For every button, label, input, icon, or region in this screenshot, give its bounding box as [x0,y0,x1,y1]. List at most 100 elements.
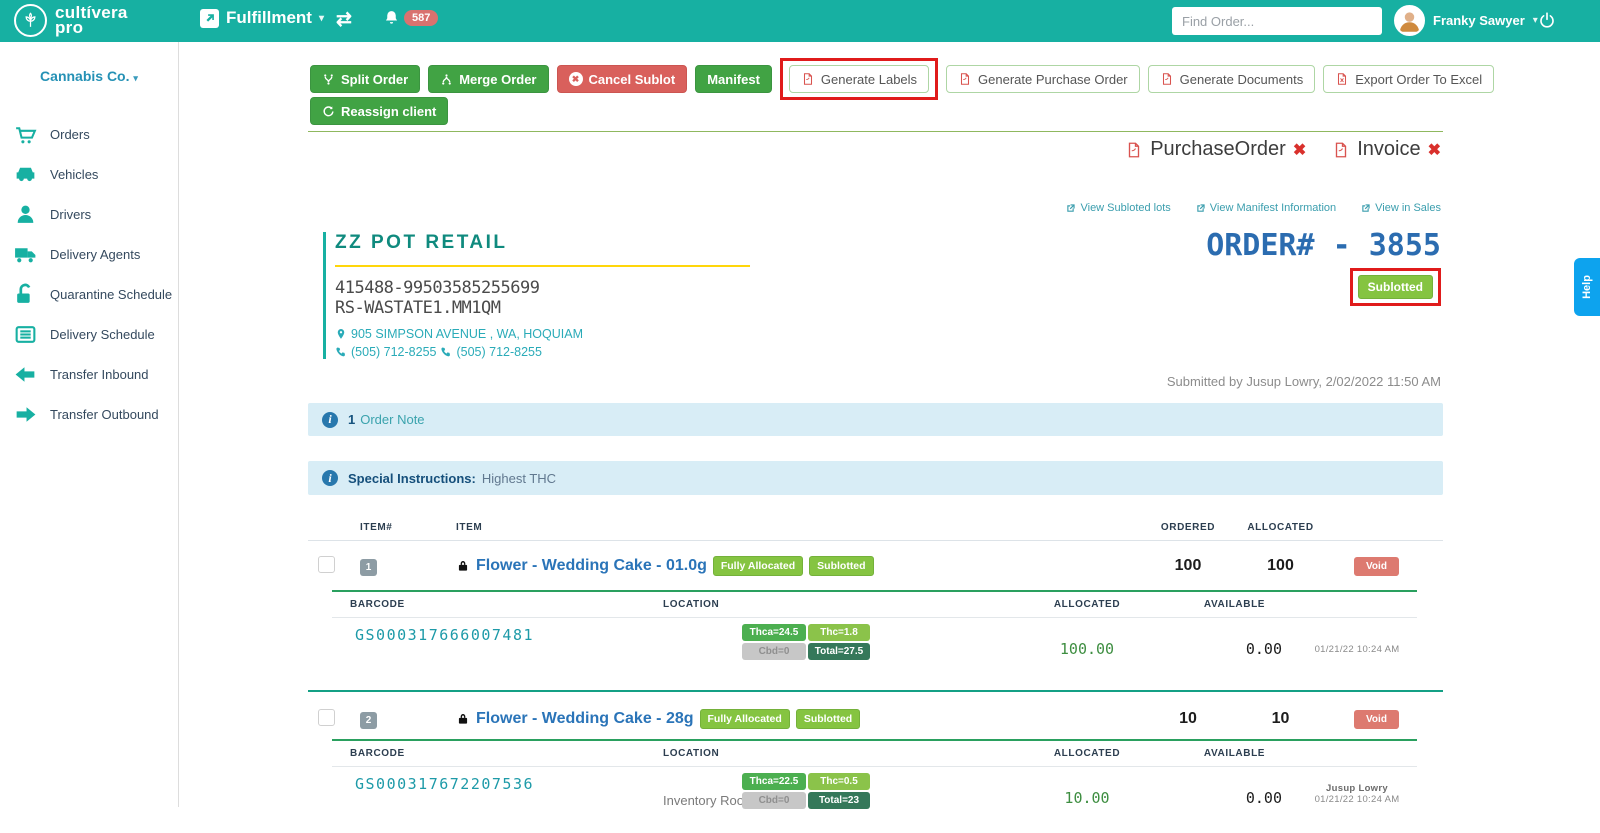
merge-order-button[interactable]: Merge Order [428,65,549,93]
reassign-client-button[interactable]: Reassign client [310,97,449,125]
split-order-button[interactable]: Split Order [310,65,421,93]
sidebar-item-transfer-outbound[interactable]: Transfer Outbound [0,394,178,434]
phone-icon [441,347,451,357]
remove-purchase-order-icon[interactable]: ✖ [1292,141,1307,159]
lot-barcode[interactable]: GS000317672207536 [342,775,547,794]
sublotted-badge: Sublotted [809,556,874,576]
reassign-client-label: Reassign client [341,103,437,119]
fully-allocated-badge: Fully Allocated [699,709,790,729]
external-link-icon [1067,203,1076,212]
company-name: Cannabis Co. [40,68,130,84]
purchase-order-document[interactable]: PurchaseOrder ✖ [1125,138,1306,161]
client-address[interactable]: 905 SIMPSON AVENUE , WA, HOQUIAM [351,327,583,342]
fully-allocated-badge: Fully Allocated [712,556,804,576]
invoice-document[interactable]: Invoice ✖ [1332,138,1441,161]
item-row-1: 1 Flower - Wedding Cake - 01.0g Fully Al… [308,547,1443,591]
view-manifest-information-label: View Manifest Information [1209,202,1337,214]
generated-documents: PurchaseOrder ✖ Invoice ✖ [1125,138,1441,161]
item-name-link[interactable]: Flower - Wedding Cake - 01.0g [476,557,707,574]
top-bar: cultívera pro Fulfillment ▾ ⇄ 587 Franky… [0,0,1600,42]
sidebar-item-orders[interactable]: Orders [0,114,178,154]
sub-col-available: AVAILABLE [1203,748,1266,759]
lot-available: 0.00 [1245,789,1282,807]
special-instructions-value: Highest THC [481,470,557,486]
manifest-button[interactable]: Manifest [695,65,772,93]
order-note-label[interactable]: Order Note [360,412,425,427]
lock-icon [456,559,470,573]
lot-user: Jusup Lowry [1326,783,1388,794]
lot-allocated: 10.00 [1064,789,1110,807]
find-order-input[interactable] [1172,7,1382,35]
export-order-to-excel-button[interactable]: Export Order To Excel [1323,65,1495,93]
power-icon[interactable] [1538,11,1556,34]
info-icon: i [322,470,338,486]
client-phone-1[interactable]: (505) 712-8255 [351,345,437,360]
avatar [1394,5,1425,36]
thc-badge: Thc=0.5 [808,773,870,790]
sidebar-item-vehicles[interactable]: Vehicles [0,154,178,194]
generate-labels-button[interactable]: Generate Labels [788,65,930,93]
sidebar-item-label: Delivery Agents [50,246,141,262]
toolbar-divider [308,131,1443,132]
sidebar-item-delivery-agents[interactable]: Delivery Agents [0,234,178,274]
company-selector[interactable]: Cannabis Co. ▾ [0,68,178,84]
sublotted-badge: Sublotted [795,709,861,729]
brand-text: cultívera pro [55,4,128,37]
client-info: ZZ POT RETAIL 415488-99503585255699 RS-W… [323,232,750,360]
view-subloted-lots-link[interactable]: View Subloted lots [1065,202,1171,214]
external-link-icon [1197,203,1205,212]
client-phone-2[interactable]: (505) 712-8255 [456,345,542,360]
void-button[interactable]: Void [1354,557,1399,576]
sub-col-barcode: BARCODE [350,748,405,759]
item-checkbox[interactable] [318,556,335,573]
help-tab[interactable]: Help [1574,258,1600,316]
swap-icon[interactable]: ⇄ [336,9,352,30]
remove-invoice-icon[interactable]: ✖ [1427,141,1441,159]
generate-purchase-order-label: Generate Purchase Order [978,71,1128,87]
notification-count-badge: 587 [404,9,439,26]
merge-order-label: Merge Order [459,71,537,87]
cancel-icon: ✖ [568,72,583,86]
thca-badge: Thca=22.5 [742,773,806,790]
view-manifest-information-link[interactable]: View Manifest Information [1195,202,1336,214]
chevron-down-icon: ▾ [133,73,138,83]
pdf-icon [1162,73,1171,85]
potency-badges: Thca=22.5 Thc=0.5 Cbd=0 Total=23 [742,773,870,809]
phone-icon [336,347,345,357]
car-icon [16,167,35,181]
lot-barcode[interactable]: GS000317666007481 [342,626,547,645]
purchase-order-label: PurchaseOrder [1150,138,1286,160]
view-in-sales-link[interactable]: View in Sales [1360,202,1441,214]
user-name: Franky Sawyer [1433,13,1525,28]
arrow-right-icon [16,406,36,422]
notifications[interactable]: 587 [383,9,439,26]
item-name-link[interactable]: Flower - Wedding Cake - 28g [476,710,694,727]
user-menu[interactable]: Franky Sawyer ▾ [1394,5,1538,36]
export-order-to-excel-label: Export Order To Excel [1355,71,1483,87]
generate-purchase-order-button[interactable]: Generate Purchase Order [946,65,1140,93]
cancel-sublot-button[interactable]: ✖ Cancel Sublot [556,65,688,93]
lot-table-1: BARCODE LOCATION ALLOCATED AVAILABLE GS0… [332,590,1417,684]
sidebar-item-delivery-schedule[interactable]: Delivery Schedule [0,314,178,354]
sidebar-item-drivers[interactable]: Drivers [0,194,178,234]
generate-documents-button[interactable]: Generate Documents [1147,65,1316,93]
order-header: ORDER# - 3855 Sublotted [1206,228,1441,306]
lot-allocated: 100.00 [1059,640,1115,658]
submitted-by: Submitted by Jusup Lowry, 2/02/2022 11:5… [1166,374,1441,389]
sub-col-barcode: BARCODE [350,599,405,610]
col-header-ordered: ORDERED [1160,522,1216,533]
void-button[interactable]: Void [1354,710,1399,729]
sidebar-item-label: Drivers [50,206,92,222]
generate-documents-label: Generate Documents [1179,71,1304,87]
total-badge: Total=27.5 [808,643,870,660]
brand-line2: pro [55,17,84,37]
sidebar: Cannabis Co. ▾ Orders Vehicles Drivers [0,42,179,807]
lock-icon [456,712,470,726]
app-switcher[interactable]: Fulfillment ▾ [200,8,324,28]
help-label: Help [1581,275,1593,299]
sidebar-item-transfer-inbound[interactable]: Transfer Inbound [0,354,178,394]
ordered-qty: 10 [1179,710,1197,727]
brand-logo-block[interactable]: cultívera pro [14,4,128,37]
sidebar-item-quarantine-schedule[interactable]: Quarantine Schedule [0,274,178,314]
item-checkbox[interactable] [318,709,335,726]
